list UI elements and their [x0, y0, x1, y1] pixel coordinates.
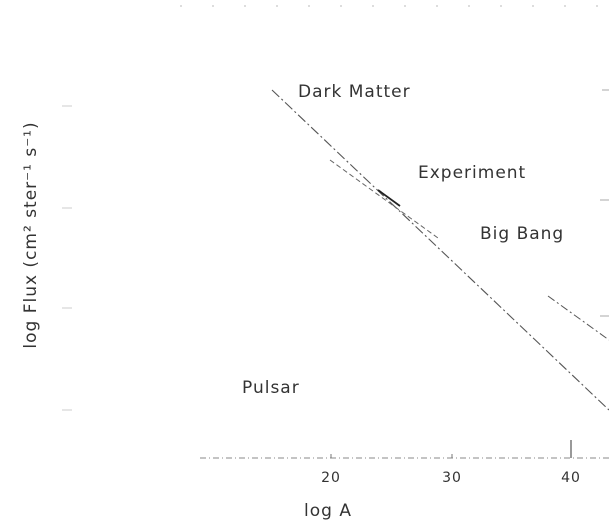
series-label-dark-matter: Dark Matter [298, 82, 411, 102]
annotation-pulsar: Pulsar [242, 378, 300, 398]
x-axis-title: log A [304, 501, 352, 521]
x-tick-label: 30 [442, 470, 462, 486]
y-axis-title: log Flux (cm² ster⁻¹ s⁻¹) [21, 121, 41, 348]
series-label-experiment: Experiment [418, 163, 526, 183]
experiment-line-dark [377, 189, 401, 207]
plot-area: Dark Matter Experiment Big Bang Pulsar 2… [21, 5, 609, 521]
dark-matter-line [271, 89, 609, 411]
experiment-line [329, 159, 439, 239]
big-bang-line [547, 295, 609, 341]
x-tick-label: 40 [561, 470, 581, 486]
x-tick-label: 20 [321, 470, 341, 486]
series-label-big-bang: Big Bang [480, 224, 564, 244]
